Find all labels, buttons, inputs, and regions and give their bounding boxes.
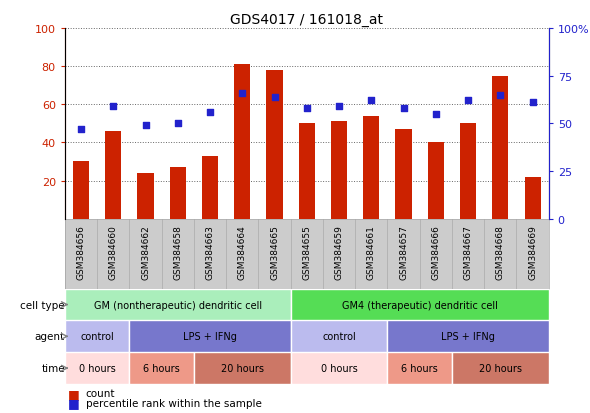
Point [141,123,150,129]
Text: GSM384658: GSM384658 [173,225,182,280]
Bar [73,162,89,219]
Point [109,104,118,110]
Text: GM4 (therapeutic) dendritic cell: GM4 (therapeutic) dendritic cell [342,300,497,310]
Bar [291,289,549,320]
Text: count: count [86,388,115,398]
Bar [170,168,186,219]
Text: GSM384666: GSM384666 [431,225,440,280]
Text: GSM384663: GSM384663 [205,225,215,280]
Point [399,106,408,112]
Text: GSM384668: GSM384668 [496,225,505,280]
Bar [363,116,379,219]
Text: GM (nontherapeutic) dendritic cell: GM (nontherapeutic) dendritic cell [94,300,262,310]
Text: 6 hours: 6 hours [143,363,180,373]
Text: LPS + IFNg: LPS + IFNg [441,332,495,342]
Text: GSM384655: GSM384655 [302,225,312,280]
Bar [202,157,218,219]
Text: percentile rank within the sample: percentile rank within the sample [86,398,261,408]
Text: agent: agent [35,332,65,342]
Point [335,104,344,110]
Bar [65,320,129,352]
Bar [388,352,452,384]
Text: GSM384667: GSM384667 [464,225,473,280]
Text: 6 hours: 6 hours [401,363,438,373]
Text: GSM384660: GSM384660 [109,225,118,280]
Text: control: control [80,332,114,342]
Text: GSM384657: GSM384657 [399,225,408,280]
Point [496,92,505,99]
Bar [267,71,283,219]
Bar [65,289,291,320]
Bar [105,132,122,219]
Bar [129,352,194,384]
Bar [428,143,444,219]
Bar [194,352,291,384]
Point [205,109,215,116]
Bar [299,124,315,219]
Text: GSM384662: GSM384662 [141,225,150,279]
Text: GSM384669: GSM384669 [528,225,537,280]
Text: ■: ■ [68,396,80,409]
Bar [460,124,476,219]
Text: GSM384659: GSM384659 [335,225,343,280]
Bar [395,130,412,219]
Point [270,94,279,101]
Point [173,121,182,127]
Bar [291,352,388,384]
Point [302,106,312,112]
Text: GSM384664: GSM384664 [238,225,247,279]
Text: GSM384656: GSM384656 [77,225,86,280]
Bar [65,352,129,384]
Bar [234,65,250,219]
Text: 20 hours: 20 hours [479,363,522,373]
Bar [492,76,509,219]
Text: GSM384661: GSM384661 [367,225,376,280]
Bar [388,320,549,352]
Point [528,100,537,107]
Bar [452,352,549,384]
Bar [129,320,291,352]
Point [366,98,376,104]
Bar [331,122,347,219]
Text: time: time [41,363,65,373]
Title: GDS4017 / 161018_at: GDS4017 / 161018_at [230,12,384,26]
Bar [137,173,153,219]
Text: cell type: cell type [20,300,65,310]
Point [76,126,86,133]
Point [238,90,247,97]
Bar [291,320,388,352]
Text: 0 hours: 0 hours [79,363,116,373]
Bar [525,177,540,219]
Text: GSM384665: GSM384665 [270,225,279,280]
Text: ■: ■ [68,387,80,400]
Text: control: control [322,332,356,342]
Text: 0 hours: 0 hours [321,363,358,373]
Point [463,98,473,104]
Text: 20 hours: 20 hours [221,363,264,373]
Text: LPS + IFNg: LPS + IFNg [183,332,237,342]
Point [431,111,441,118]
